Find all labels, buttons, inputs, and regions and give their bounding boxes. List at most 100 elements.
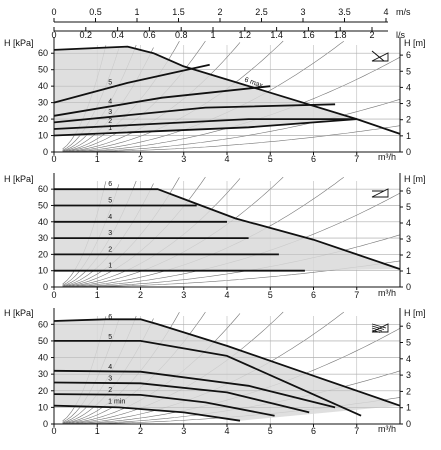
y-axis-label-left: H [kPa]: [4, 38, 34, 48]
curve-3: [53, 103, 336, 124]
curve-label: 6: [108, 314, 112, 321]
curve-label: 5: [108, 197, 112, 204]
y-tick-label-right: 1: [406, 131, 411, 141]
ls-tick-label: 2: [369, 30, 374, 40]
y-axis-label-left: H [kPa]: [4, 174, 34, 184]
curve-label: 2: [108, 246, 112, 253]
top-velocity-axes: 0 0.5 1 1.5 2 2.5 3 3.5 4 m/s 0 0.2 0.4 0.6 0.8 1 1.2 1.4…: [51, 7, 411, 40]
ms-tick-label: 0: [51, 7, 56, 17]
curve-label: 1: [108, 125, 112, 132]
y-tick-label-left: 40: [38, 353, 48, 363]
curve-label: 6: [108, 181, 112, 188]
mode-speed-line: [371, 323, 387, 329]
y-tick-label-left: 10: [38, 266, 48, 276]
y-tick-label-left: 60: [38, 184, 48, 194]
control-mode-icon: [371, 188, 389, 198]
ls-tick-label: 1.4: [270, 30, 283, 40]
y-tick-label-right: 4: [406, 218, 411, 228]
ls-tick-label: 0.8: [175, 30, 188, 40]
y-axis-label-right: H [m]: [404, 38, 426, 48]
curve-6: [54, 188, 401, 270]
operating-area: [54, 189, 400, 271]
mode-triangle: [371, 188, 389, 198]
x-tick-label: 1: [95, 426, 100, 436]
curve-4: [53, 369, 336, 409]
ls-tick-label: 0: [51, 30, 56, 40]
curve-1-min: [53, 404, 241, 422]
y-tick-label-right: 1: [406, 403, 411, 413]
y-tick-label-right: 2: [406, 115, 411, 125]
ms-tick-label: 4: [383, 7, 388, 17]
curve-label: 5: [108, 80, 112, 87]
x-tick-label: 5: [268, 426, 273, 436]
x-tick-label: 0: [51, 154, 56, 164]
ms-tick-label: 1: [134, 7, 139, 17]
curve-label: 3: [108, 230, 112, 237]
y-tick-label-left: 50: [38, 65, 48, 75]
ms-tick-label: 3.5: [338, 7, 351, 17]
ls-tick-label: 1: [210, 30, 215, 40]
ls-tick-label: 1.6: [302, 30, 315, 40]
x-tick-label: 6: [311, 426, 316, 436]
ms-tick-label: 3: [300, 7, 305, 17]
curve-label: 1: [108, 263, 112, 270]
x-axis-label: m³/h: [378, 424, 396, 434]
x-tick-label: 1: [95, 290, 100, 300]
x-tick-label: 3: [181, 290, 186, 300]
mode-speed-line: [371, 325, 385, 330]
curve-label: 2: [108, 387, 112, 394]
x-tick-label: 7: [354, 426, 359, 436]
curve-label: 3: [108, 109, 112, 116]
x-tick-label: 4: [224, 154, 229, 164]
ms-tick-label: 2: [217, 7, 222, 17]
curve-label: 2: [108, 118, 112, 125]
curve-1: [53, 118, 357, 137]
ls-tick-label: 0.4: [111, 30, 124, 40]
ms-tick-label: 0.5: [89, 7, 102, 17]
ls-tick-label: 0.6: [143, 30, 156, 40]
curve-label: 1 min: [108, 399, 125, 406]
y-tick-label-left: 50: [38, 336, 48, 346]
y-tick-label-left: 50: [38, 200, 48, 210]
y-tick-label-right: 6: [406, 321, 411, 331]
curve-2: [53, 393, 275, 417]
curve-label: 4: [108, 214, 112, 221]
x-tick-label: 7: [354, 290, 359, 300]
y-axis-label-right: H [m]: [404, 308, 426, 318]
curve-6-max: [53, 45, 401, 135]
y-tick-label-left: 20: [38, 386, 48, 396]
y-tick-label-right: 1: [406, 266, 411, 276]
curve-label: 4: [108, 98, 112, 105]
y-tick-label-left: 20: [38, 249, 48, 259]
curve-5: [53, 63, 210, 104]
y-tick-label-right: 2: [406, 386, 411, 396]
curve-5: [54, 340, 362, 417]
y-tick-label-right: 6: [406, 186, 411, 196]
y-tick-label-right: 5: [406, 66, 411, 76]
y-tick-label-right: 5: [406, 338, 411, 348]
x-tick-label: 2: [138, 154, 143, 164]
mode-triangle: [371, 52, 389, 62]
x-tick-label: 4: [224, 290, 229, 300]
ls-tick-label: 1.8: [334, 30, 347, 40]
y-tick-label-left: 30: [38, 369, 48, 379]
x-tick-label: 0: [51, 426, 56, 436]
y-tick-label-left: 60: [38, 48, 48, 58]
x-tick-label: 4: [224, 426, 229, 436]
curve-6: [53, 318, 401, 407]
x-tick-label: 2: [138, 290, 143, 300]
y-tick-label-right: 6: [406, 50, 411, 60]
x-tick-label: 7: [354, 154, 359, 164]
mode-slope-line: [371, 50, 385, 62]
y-tick-label-left: 30: [38, 98, 48, 108]
x-axis-label: m³/h: [378, 288, 396, 298]
ms-axis-label: m/s: [396, 7, 411, 17]
x-tick-label: 6: [311, 290, 316, 300]
curve-4: [53, 85, 271, 117]
y-tick-label-right: 3: [406, 370, 411, 380]
control-mode-icon: [371, 323, 389, 333]
